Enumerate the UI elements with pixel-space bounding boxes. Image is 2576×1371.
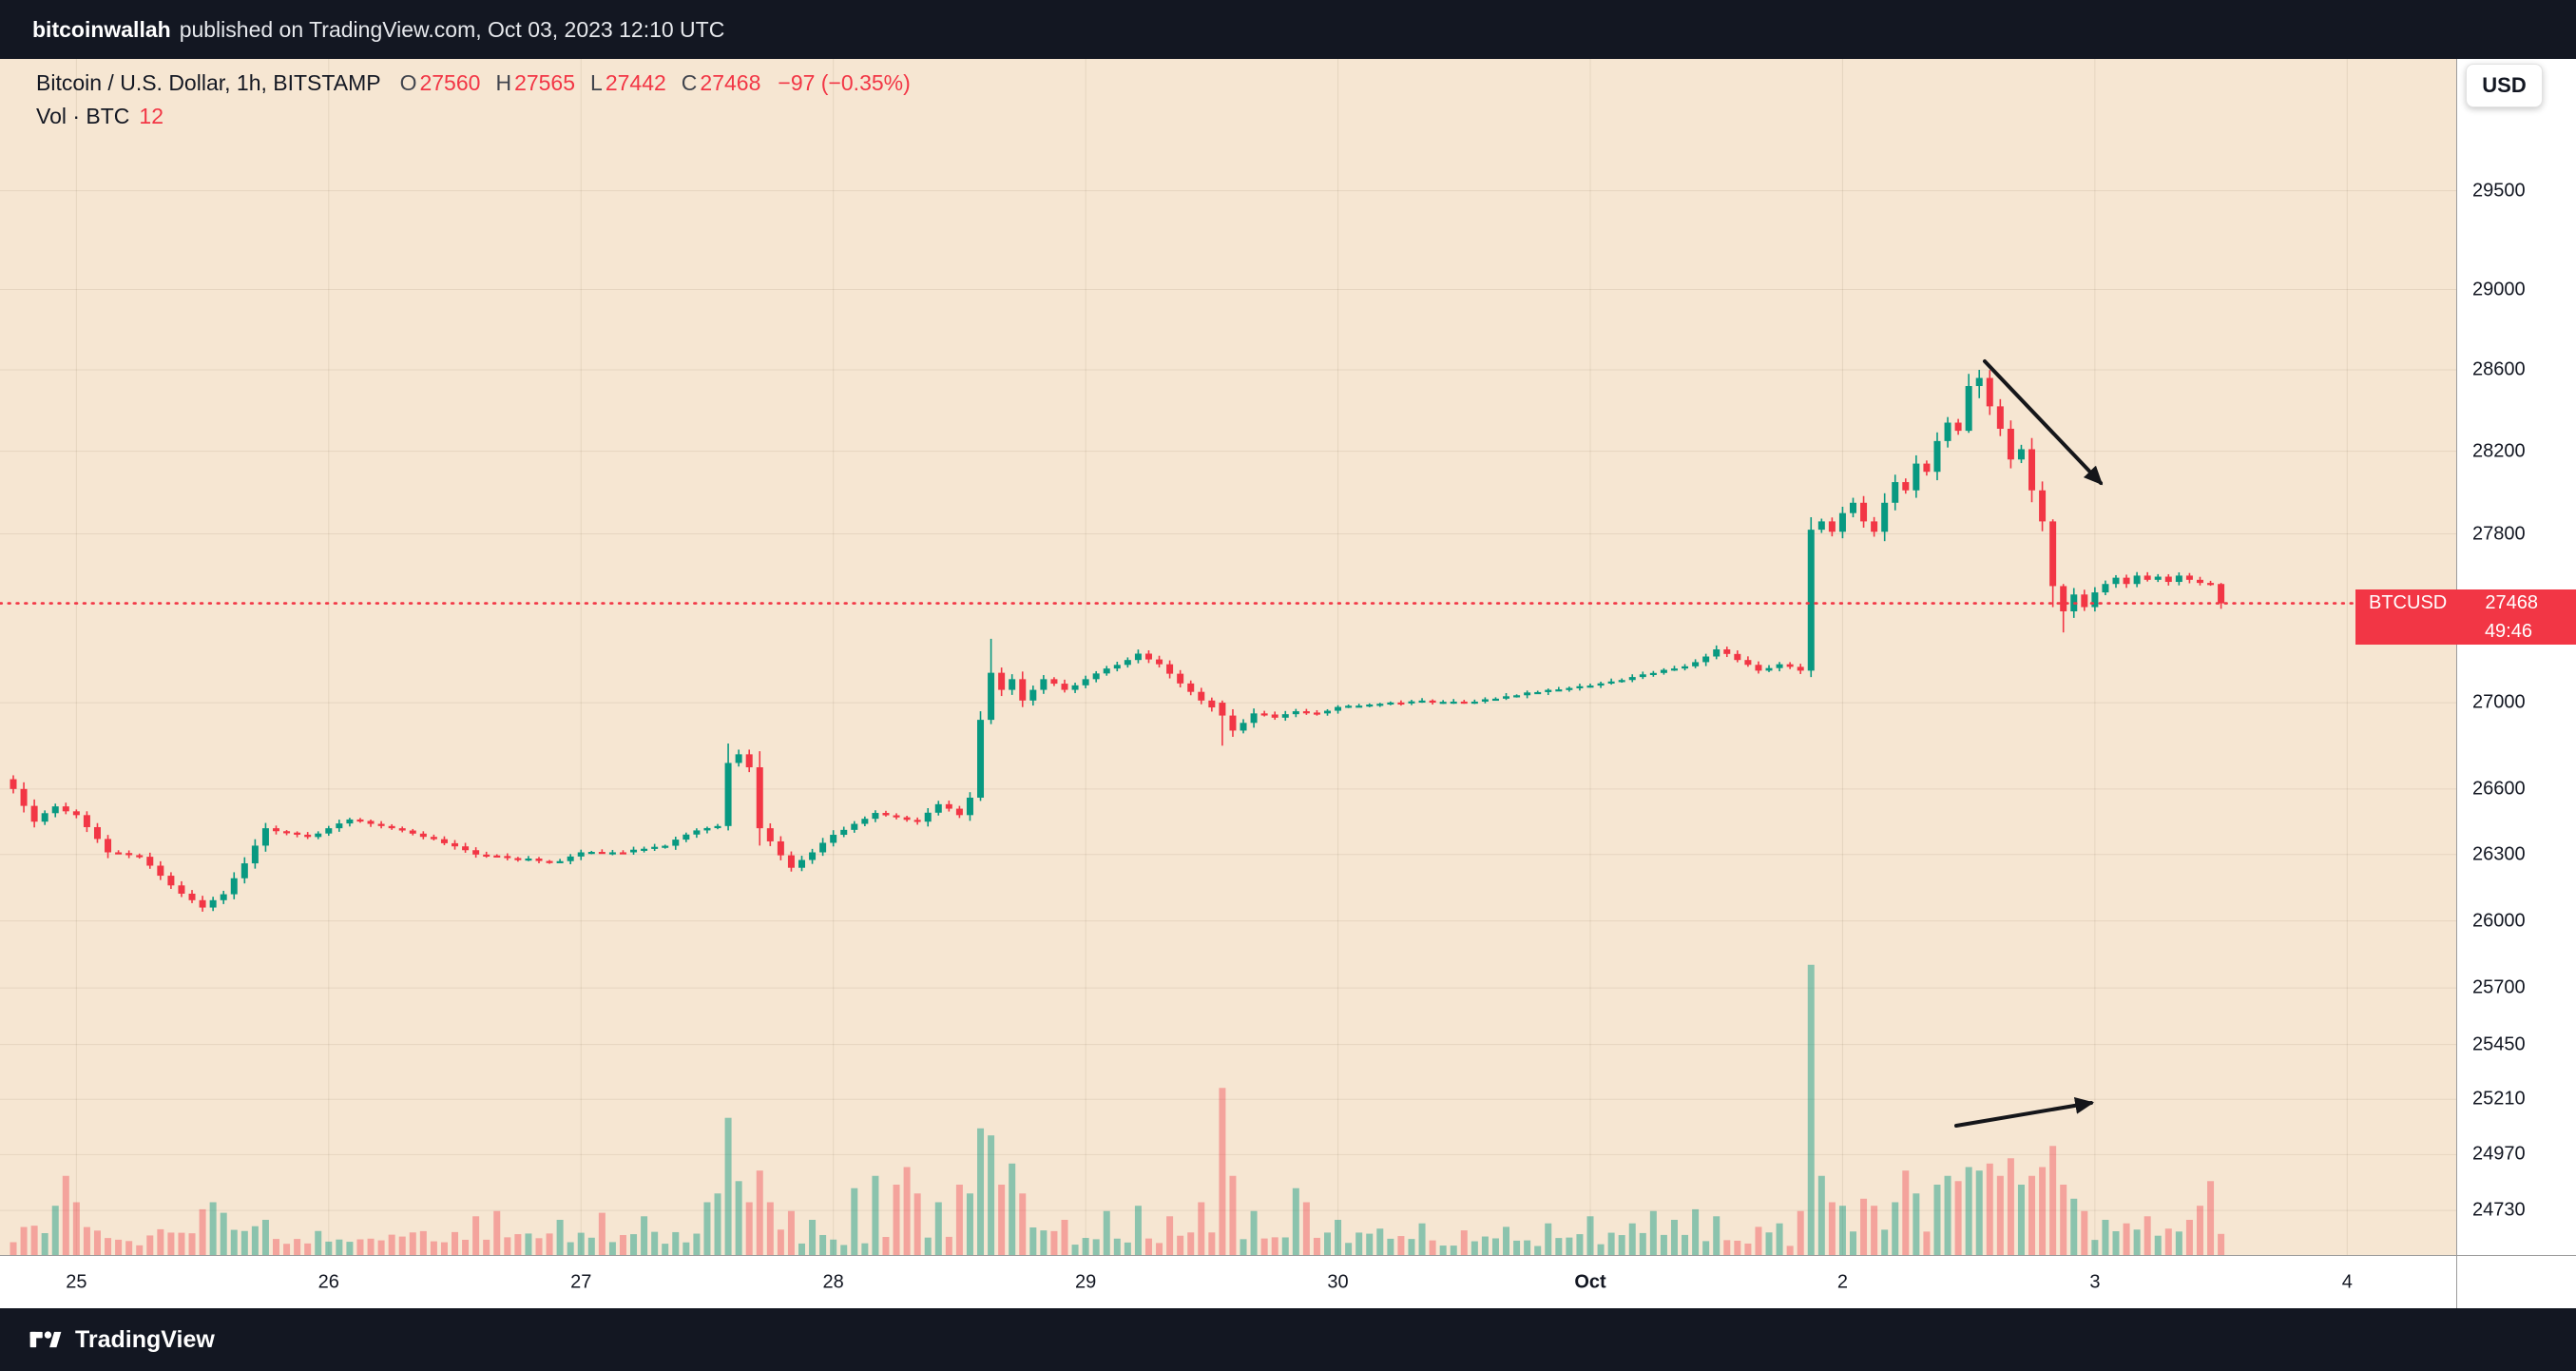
bar-close-countdown: 49:46 — [2355, 617, 2576, 645]
price-tick-label: 25210 — [2472, 1088, 2526, 1110]
axis-corner — [2456, 1255, 2576, 1308]
legend-ohlc-row: Bitcoin / U.S. Dollar, 1h, BITSTAMP O 275… — [36, 70, 911, 96]
price-chart-canvas[interactable] — [0, 59, 2456, 1255]
downtrend-arrow — [1983, 359, 2104, 486]
last-price-value: 27468 — [2485, 592, 2538, 614]
price-tick-label: 28200 — [2472, 440, 2526, 462]
last-price-ticker: BTCUSD — [2369, 592, 2448, 614]
price-tick-label: 29000 — [2472, 279, 2526, 300]
high-label: H — [495, 70, 512, 95]
time-label: 25 — [66, 1271, 87, 1292]
time-label: 26 — [317, 1271, 339, 1292]
time-label: Oct — [1574, 1271, 1606, 1292]
time-label: 2 — [1836, 1271, 1848, 1292]
low-label: L — [590, 70, 603, 95]
price-tick-label: 26300 — [2472, 843, 2526, 865]
time-label: 29 — [1074, 1271, 1097, 1292]
close-field: C 27468 — [682, 70, 761, 96]
time-label: 27 — [570, 1271, 592, 1292]
price-tick-label: 26600 — [2472, 778, 2526, 800]
currency-toggle-button[interactable]: USD — [2466, 64, 2543, 107]
tradingview-brand[interactable]: TradingView — [75, 1325, 215, 1353]
gridlines — [0, 59, 2456, 1255]
time-label: 3 — [2089, 1271, 2101, 1292]
price-tick-label: 28600 — [2472, 358, 2526, 380]
price-tick-label: 25450 — [2472, 1033, 2526, 1055]
volume-bars — [10, 964, 2225, 1255]
open-field: O 27560 — [400, 70, 481, 96]
price-tick-labels: 29500 29000 28600 28200 27800 27000 26600 26300… — [2457, 59, 2576, 1255]
chart-area: Bitcoin / U.S. Dollar, 1h, BITSTAMP O 275… — [0, 59, 2576, 1308]
time-label: 4 — [2341, 1271, 2353, 1292]
publish-bar: bitcoinwallah published on TradingView.c… — [0, 0, 2576, 59]
price-tick-label: 24970 — [2472, 1143, 2526, 1165]
time-axis[interactable]: 25 26 27 28 29 30 Oct 2 3 4 — [0, 1255, 2456, 1308]
candles — [10, 369, 2225, 912]
low-field: L 27442 — [590, 70, 666, 96]
volume-value: 12 — [139, 104, 164, 128]
publish-info: published on TradingView.com, Oct 03, 20… — [179, 16, 725, 42]
close-label: C — [681, 70, 698, 95]
volume-arrow — [1954, 1096, 2095, 1128]
open-value: 27560 — [419, 70, 481, 95]
open-label: O — [399, 70, 417, 95]
price-change: −97 (−0.35%) — [778, 70, 911, 95]
price-axis[interactable]: USD 29500 29000 28600 28200 27800 27000 26600 2… — [2456, 59, 2576, 1255]
last-price-row: BTCUSD 27468 — [2355, 589, 2576, 618]
volume-label: Vol · BTC — [36, 104, 130, 128]
symbol-title[interactable]: Bitcoin / U.S. Dollar, 1h, BITSTAMP — [36, 70, 381, 95]
chart-legend: Bitcoin / U.S. Dollar, 1h, BITSTAMP O 275… — [36, 70, 911, 137]
footer-bar: TradingView — [0, 1308, 2576, 1371]
price-tick-label: 25700 — [2472, 976, 2526, 998]
close-value: 27468 — [700, 70, 761, 95]
time-label: 28 — [822, 1271, 844, 1292]
price-tick-label: 24730 — [2472, 1199, 2526, 1221]
high-field: H 27565 — [495, 70, 575, 96]
price-tick-label: 26000 — [2472, 910, 2526, 932]
tradingview-logo-icon[interactable] — [29, 1326, 63, 1353]
legend-volume-row: Vol · BTC 12 — [36, 104, 911, 129]
price-tick-label: 27800 — [2472, 523, 2526, 544]
publish-author: bitcoinwallah — [32, 16, 171, 42]
annotation-arrows — [1954, 359, 2104, 1128]
low-value: 27442 — [605, 70, 666, 95]
time-axis-labels: 25 26 27 28 29 30 Oct 2 3 4 — [0, 1256, 2456, 1308]
time-label: 30 — [1327, 1271, 1349, 1292]
price-tick-label: 29500 — [2472, 180, 2526, 202]
last-price-label: BTCUSD 27468 49:46 — [2355, 589, 2576, 645]
high-value: 27565 — [514, 70, 576, 95]
price-tick-label: 27000 — [2472, 691, 2526, 713]
